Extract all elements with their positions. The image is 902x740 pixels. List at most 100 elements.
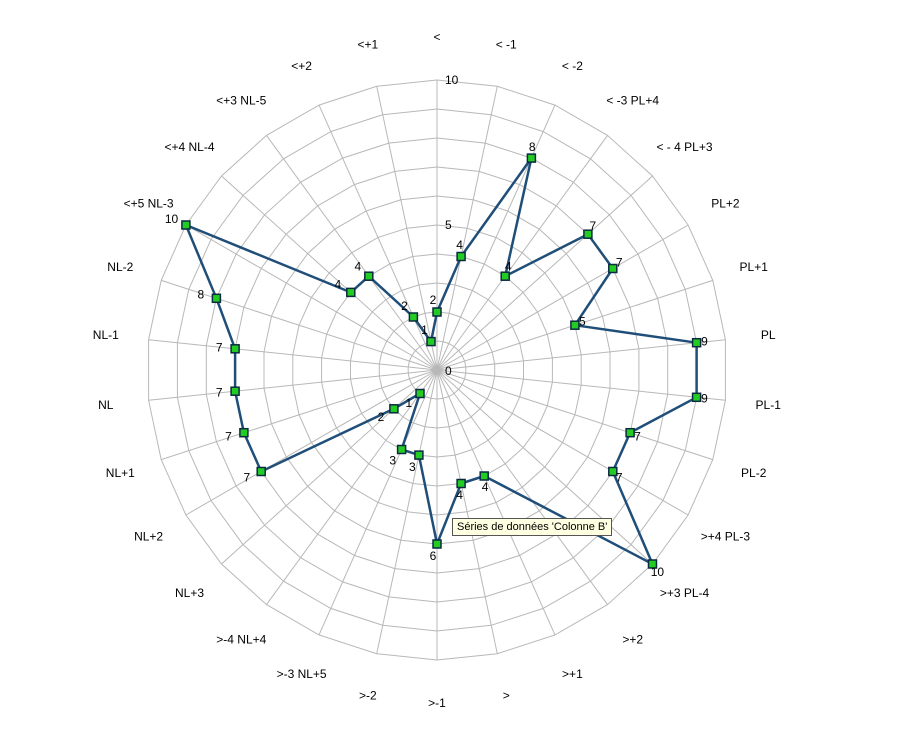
category-label: >-4 NL+4	[216, 632, 266, 646]
data-point	[396, 444, 407, 455]
category-labels: < < -1 < -2 < -3 PL+4 < - 4 PL+3 PL+2 PL+1 PL PL…	[93, 30, 781, 710]
data-point	[526, 153, 537, 163]
category-label: NL	[98, 398, 114, 412]
grid-spoke	[436, 339, 726, 371]
grid-spoke	[318, 104, 438, 371]
data-point	[364, 271, 374, 281]
data-label: 7	[589, 219, 596, 233]
data-label: 4	[354, 259, 361, 273]
category-label: PL-1	[756, 398, 782, 412]
data-point	[647, 559, 658, 569]
data-point	[256, 466, 266, 477]
data-point	[570, 320, 580, 330]
data-point	[239, 427, 249, 438]
data-point	[608, 263, 618, 274]
grid-layer	[148, 79, 726, 661]
data-label: 2	[378, 410, 385, 424]
category-label: >+3 PL-4	[660, 586, 710, 600]
grid-spoke	[436, 369, 556, 636]
data-point	[211, 293, 222, 304]
radial-tick-labels: 0 5 10	[445, 73, 459, 378]
grid-spoke	[221, 175, 438, 371]
grid-spoke	[148, 369, 438, 401]
data-label: 2	[430, 293, 437, 307]
category-label: <+5 NL-3	[124, 197, 174, 211]
grid-spoke	[436, 135, 608, 371]
data-point	[414, 450, 424, 460]
grid-spoke	[436, 369, 689, 516]
category-label: PL-2	[741, 466, 767, 480]
radial-tick-label: 10	[445, 73, 459, 87]
category-label: >+2	[622, 632, 643, 646]
category-label: <+1	[357, 37, 378, 51]
grid-spoke	[185, 369, 438, 516]
series-line	[184, 156, 698, 566]
data-label: 4	[505, 259, 512, 273]
data-label: 3	[389, 453, 396, 467]
grid-spoke	[161, 279, 438, 371]
category-label: NL+1	[106, 466, 135, 480]
data-label: 9	[701, 392, 708, 406]
data-label: 7	[243, 471, 250, 485]
data-label: 1	[406, 396, 413, 410]
grid-spoke	[436, 369, 726, 401]
grid-spoke	[436, 369, 713, 461]
grid-spoke	[436, 369, 653, 565]
data-label: 2	[401, 299, 408, 313]
category-label: < -3 PL+4	[606, 94, 659, 108]
grid-spoke	[436, 224, 689, 371]
grid-spoke	[436, 175, 653, 371]
category-label: <+4 NL-4	[164, 140, 214, 154]
data-point	[691, 337, 702, 348]
grid-spoke	[266, 135, 438, 371]
data-label: 7	[216, 386, 223, 400]
data-point	[583, 229, 593, 239]
data-point	[456, 251, 466, 262]
data-point	[500, 271, 510, 281]
category-label: NL+3	[175, 586, 204, 600]
data-point	[456, 478, 466, 489]
category-label: <+3 NL-5	[216, 94, 266, 108]
data-label: 7	[634, 429, 641, 443]
data-point	[408, 312, 419, 322]
data-label: 10	[651, 565, 665, 579]
category-label: PL+2	[711, 197, 740, 211]
category-label: < -2	[562, 59, 583, 73]
category-label: < -1	[496, 37, 517, 51]
data-label: 7	[616, 256, 623, 270]
data-point	[691, 392, 702, 403]
grid-spoke	[436, 369, 608, 605]
series-tooltip: Séries de données 'Colonne B'	[452, 518, 613, 536]
radial-tick-label: 5	[445, 218, 452, 232]
data-point	[230, 386, 240, 396]
grid-spoke	[436, 86, 498, 371]
data-label: 4	[456, 488, 463, 502]
category-label: >-2	[359, 689, 377, 703]
data-label: 7	[616, 471, 623, 485]
category-label: >+1	[562, 667, 583, 681]
category-label: NL-1	[93, 328, 119, 342]
data-point	[432, 539, 442, 549]
category-label: <	[433, 30, 440, 44]
category-label: PL	[761, 328, 776, 342]
category-label: >	[503, 689, 510, 703]
grid-spoke	[376, 369, 438, 654]
radial-tick-label: 0	[445, 364, 452, 378]
data-label: 8	[529, 140, 536, 154]
category-label: >-1	[428, 696, 446, 710]
data-label: 10	[165, 212, 179, 226]
grid-spoke	[161, 369, 438, 461]
data-label: 6	[430, 549, 437, 563]
grid-spoke	[185, 224, 438, 371]
series-layer	[181, 153, 702, 569]
data-point	[389, 404, 399, 414]
data-label: 4	[335, 277, 342, 291]
data-point	[426, 336, 436, 347]
grid-spoke	[148, 339, 438, 371]
grid-spoke	[221, 369, 438, 565]
data-label: 7	[216, 341, 223, 355]
category-label: <+2	[291, 59, 312, 73]
data-point	[479, 471, 489, 481]
